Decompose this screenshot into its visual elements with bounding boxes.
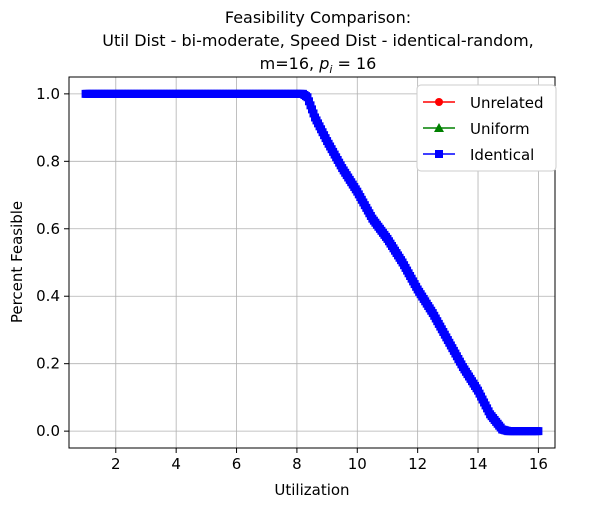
- legend-marker-square: [435, 150, 443, 158]
- x-axis-label: Utilization: [274, 481, 349, 499]
- y-axis-label: Percent Feasible: [8, 201, 26, 323]
- identical-point: [309, 109, 318, 118]
- identical-point: [534, 427, 543, 436]
- y-tick-label: 1.0: [36, 85, 60, 103]
- x-tick-label: 6: [232, 455, 242, 473]
- x-tick-label: 14: [468, 455, 487, 473]
- x-tick-label: 2: [111, 455, 121, 473]
- legend-item-uniform: Uniform: [423, 120, 530, 138]
- y-axis-ticks: 0.0 0.2 0.4 0.6 0.8 1.0: [36, 85, 69, 440]
- chart-title-line3-prefix: m=16,: [260, 54, 320, 73]
- chart-title-line3-p: p: [318, 54, 329, 73]
- series-layer: [81, 89, 543, 436]
- chart-title-line3: m=16, pi = 16: [260, 54, 377, 76]
- x-axis-ticks: 2 4 6 8 10 12 14 16: [111, 448, 548, 473]
- identical-point: [303, 93, 312, 102]
- y-tick-label: 0.4: [36, 287, 60, 305]
- x-tick-label: 12: [408, 455, 427, 473]
- identical-point: [304, 97, 313, 106]
- x-tick-label: 16: [529, 455, 548, 473]
- x-tick-label: 10: [348, 455, 367, 473]
- y-tick-label: 0.6: [36, 220, 60, 238]
- x-tick-label: 8: [292, 455, 302, 473]
- x-tick-label: 4: [171, 455, 181, 473]
- chart-title-line1: Feasibility Comparison:: [225, 8, 411, 27]
- legend: Unrelated Uniform Identical: [416, 84, 557, 172]
- legend-item-identical: Identical: [423, 146, 534, 164]
- chart-title-line3-i: i: [329, 63, 332, 76]
- legend-box: [416, 84, 557, 172]
- identical-point: [306, 101, 315, 110]
- chart-title-line2: Util Dist - bi-moderate, Speed Dist - id…: [102, 31, 534, 50]
- y-tick-label: 0.8: [36, 152, 60, 170]
- legend-label-unrelated: Unrelated: [470, 94, 544, 112]
- legend-marker-triangle: [434, 123, 444, 132]
- legend-label-identical: Identical: [470, 146, 534, 164]
- chart-title-line3-suffix: = 16: [332, 54, 376, 73]
- y-tick-label: 0.0: [36, 422, 60, 440]
- identical-point: [308, 105, 316, 114]
- legend-item-unrelated: Unrelated: [423, 94, 544, 112]
- legend-label-uniform: Uniform: [470, 120, 530, 138]
- legend-marker-circle: [435, 98, 443, 106]
- plot-frame: [68, 76, 556, 449]
- y-tick-label: 0.2: [36, 355, 60, 373]
